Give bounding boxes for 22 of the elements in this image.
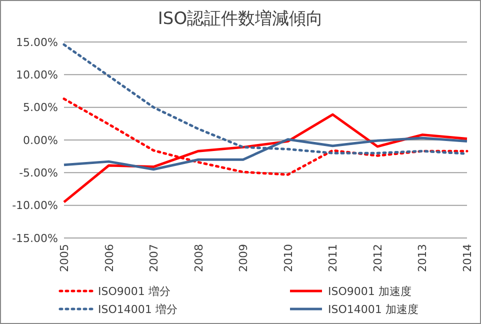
legend-label: ISO14001 加速度 xyxy=(328,302,418,316)
legend-label: ISO9001 加速度 xyxy=(328,284,412,298)
x-tick-label: 2005 xyxy=(58,244,71,272)
y-tick-label: 15.00% xyxy=(16,36,58,49)
x-tick-label: 2013 xyxy=(416,244,430,272)
legend-label: ISO14001 増分 xyxy=(98,302,178,316)
chart-title: ISO認証件数増減傾向 xyxy=(158,9,324,29)
x-tick-label: 2012 xyxy=(371,244,384,272)
x-tick-label: 2006 xyxy=(102,244,116,272)
x-tick-label: 2007 xyxy=(148,244,161,272)
x-tick-label: 2010 xyxy=(282,244,295,272)
y-tick-label: 10.00% xyxy=(16,68,58,82)
x-tick-label: 2014 xyxy=(461,244,474,272)
legend-label: ISO9001 増分 xyxy=(98,284,170,298)
y-tick-label: -5.00% xyxy=(19,166,58,180)
y-tick-label: -10.00% xyxy=(12,199,58,212)
x-tick-label: 2009 xyxy=(237,244,250,272)
y-tick-label: 5.00% xyxy=(23,101,58,114)
y-tick-label: -15.00% xyxy=(12,232,58,245)
x-tick-label: 2011 xyxy=(326,244,340,272)
y-tick-label: 0.00% xyxy=(23,134,58,147)
x-tick-label: 2008 xyxy=(192,244,206,272)
